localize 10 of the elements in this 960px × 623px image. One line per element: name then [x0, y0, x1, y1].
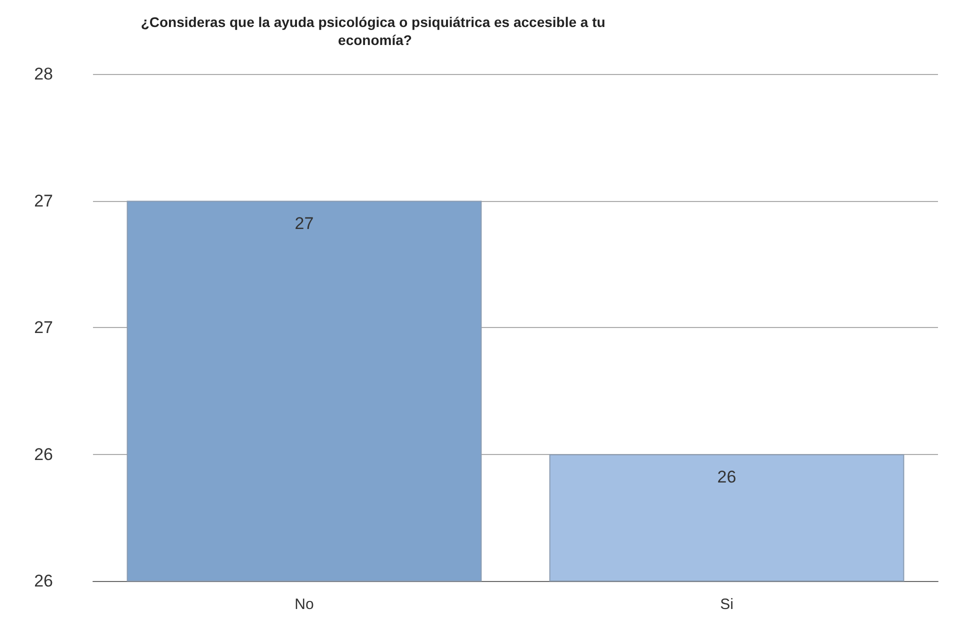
x-tick-label: Si — [720, 596, 734, 613]
x-tick-label: No — [294, 596, 314, 613]
y-tick-label: 28 — [34, 64, 53, 84]
y-tick-label: 27 — [34, 318, 53, 337]
y-tick-label: 26 — [34, 444, 53, 464]
chart-title: ¿Consideras que la ayuda psicológica o psiquiátrica es accesible a tu economía? — [140, 14, 610, 48]
data-label: 26 — [717, 467, 736, 486]
data-label: 27 — [294, 214, 314, 233]
y-tick-label: 26 — [34, 572, 53, 590]
y-tick-label: 27 — [34, 191, 53, 210]
